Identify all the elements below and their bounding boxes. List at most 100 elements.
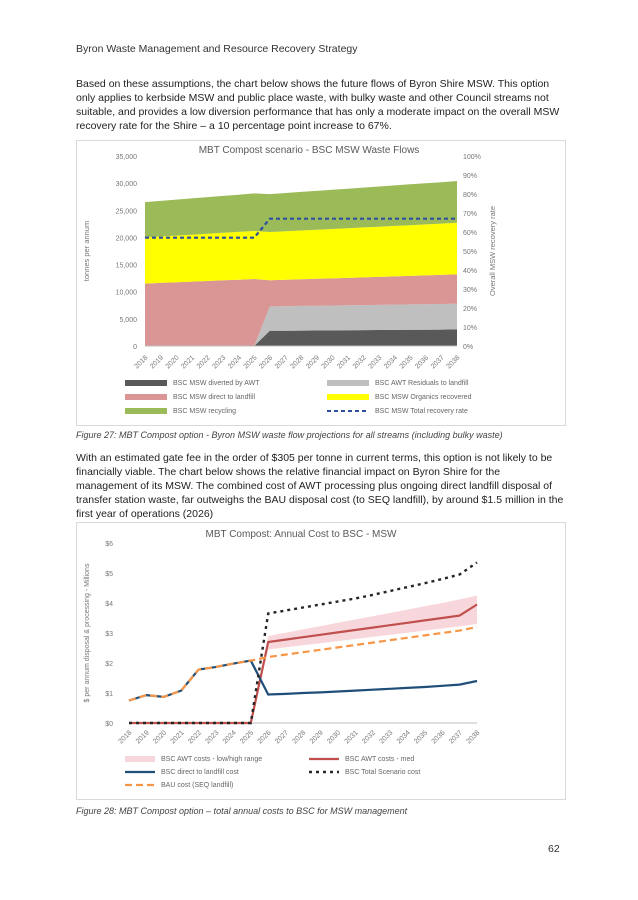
y2-tick-label: 70% <box>463 211 477 218</box>
legend-swatch <box>327 380 369 386</box>
x-tick-label: 2019 <box>149 354 165 370</box>
x-tick-label: 2035 <box>399 354 415 370</box>
annual-cost-chart-svg: MBT Compost: Annual Cost to BSC - MSW $0 $… <box>84 529 481 789</box>
x-tick-label: 2020 <box>165 354 181 370</box>
waste-flows-chart-svg: MBT Compost scenario - BSC MSW Waste Flo… <box>82 145 497 415</box>
x-tick-label: 2024 <box>222 729 238 745</box>
y-tick-label: $1 <box>105 691 113 698</box>
x-tick-label: 2018 <box>117 729 133 745</box>
legend-swatch <box>125 756 155 762</box>
y-tick-label: 35,000 <box>116 154 138 161</box>
legend-label: BSC Total Scenario cost <box>345 769 420 776</box>
line-bau-cost-seq-landfill- <box>128 625 478 702</box>
x-tick-label: 2027 <box>274 354 290 370</box>
x-tick-label: 2024 <box>227 354 243 370</box>
x-tick-label: 2021 <box>180 354 196 370</box>
legend-swatch <box>125 408 167 414</box>
y-tick-label: 15,000 <box>116 263 138 270</box>
legend-label: BSC MSW recycling <box>173 408 236 415</box>
y2-tick-label: 50% <box>463 249 477 256</box>
x-tick-label: 2028 <box>291 729 307 745</box>
y-tick-label: 25,000 <box>116 208 138 215</box>
annual-cost-chart: MBT Compost: Annual Cost to BSC - MSW $0 $… <box>76 522 566 800</box>
y-tick-label: $3 <box>105 631 113 638</box>
legend-label: BSC direct to landfill cost <box>161 769 239 776</box>
y-tick-label: 5,000 <box>119 317 137 324</box>
figure-28-caption: Figure 28: MBT Compost option – total an… <box>76 806 408 816</box>
x-tick-label: 2035 <box>413 729 429 745</box>
intro-paragraph: Based on these assumptions, the chart be… <box>76 78 560 132</box>
y-tick-label: 10,000 <box>116 290 138 297</box>
x-tick-label: 2026 <box>257 729 273 745</box>
x-tick-label: 2029 <box>305 354 321 370</box>
x-tick-label: 2030 <box>321 354 337 370</box>
y-tick-label: $0 <box>105 721 113 728</box>
x-tick-label: 2038 <box>445 354 461 370</box>
cost-paragraph: With an estimated gate fee in the order … <box>76 452 564 520</box>
x-tick-label: 2033 <box>378 729 394 745</box>
y-tick-label: $2 <box>105 661 113 668</box>
legend-label: BSC AWT costs - low/high range <box>161 756 262 763</box>
x-tick-label: 2025 <box>243 354 259 370</box>
y2-tick-label: 20% <box>463 306 477 313</box>
waste-flows-chart: MBT Compost scenario - BSC MSW Waste Flo… <box>76 140 566 426</box>
x-tick-label: 2037 <box>430 354 446 370</box>
y-tick-label: 20,000 <box>116 235 138 242</box>
legend-label: BSC MSW diverted by AWT <box>173 380 260 387</box>
line-recovery-rate <box>145 217 457 239</box>
x-tick-label: 2027 <box>274 729 290 745</box>
y2-tick-label: 100% <box>463 154 481 161</box>
figure-27-caption: Figure 27: MBT Compost option - Byron MS… <box>76 430 503 440</box>
x-tick-label: 2026 <box>258 354 274 370</box>
legend-label: BSC MSW Organics recovered <box>375 394 472 401</box>
y2-tick-label: 10% <box>463 325 477 332</box>
y-tick-label: $5 <box>105 571 113 578</box>
y2-tick-label: 90% <box>463 173 477 180</box>
y2-tick-label: 60% <box>463 230 477 237</box>
line-bsc-total-scenario-cost <box>129 561 478 725</box>
x-tick-label: 2032 <box>352 354 368 370</box>
legend-label: BSC MSW Total recovery rate <box>375 408 468 415</box>
y-tick-label: $6 <box>105 541 113 548</box>
x-tick-label: 2031 <box>344 729 360 745</box>
line-bsc-direct-to-landfill-cost <box>128 659 478 702</box>
x-tick-label: 2022 <box>196 354 212 370</box>
x-tick-label: 2020 <box>152 729 168 745</box>
x-tick-label: 2036 <box>414 354 430 370</box>
legend-swatch <box>125 380 167 386</box>
x-tick-label: 2025 <box>239 729 255 745</box>
area-bsc-msw-recycling <box>145 181 457 238</box>
y-axis-label: tonnes per annum <box>82 221 91 281</box>
x-tick-label: 2021 <box>170 729 186 745</box>
page-number: 62 <box>548 843 560 855</box>
area-bsc-msw-direct-to-landfill <box>145 274 457 346</box>
x-tick-label: 2019 <box>135 729 151 745</box>
x-tick-label: 2032 <box>361 729 377 745</box>
x-tick-label: 2018 <box>133 354 149 370</box>
legend-label: BSC AWT Residuals to landfill <box>375 380 469 387</box>
y-axis-label: $ per annum disposal & processing - Mill… <box>84 563 91 702</box>
x-tick-label: 2037 <box>448 729 464 745</box>
x-tick-label: 2036 <box>431 729 447 745</box>
x-tick-label: 2034 <box>396 729 412 745</box>
x-tick-label: 2023 <box>204 729 220 745</box>
legend-label: BSC MSW direct to landfill <box>173 394 256 401</box>
x-tick-label: 2029 <box>309 729 325 745</box>
legend-swatch <box>327 394 369 400</box>
y-tick-label: 30,000 <box>116 181 138 188</box>
y2-axis-label: Overall MSW recovery rate <box>488 206 497 296</box>
y-tick-label: 0 <box>133 344 137 351</box>
x-tick-label: 2023 <box>211 354 227 370</box>
x-tick-label: 2030 <box>326 729 342 745</box>
y2-tick-label: 30% <box>463 287 477 294</box>
x-tick-label: 2034 <box>383 354 399 370</box>
legend-label: BSC AWT costs - med <box>345 756 414 763</box>
y2-tick-label: 80% <box>463 192 477 199</box>
x-tick-label: 2038 <box>465 729 481 745</box>
x-tick-label: 2033 <box>367 354 383 370</box>
chart-title: MBT Compost scenario - BSC MSW Waste Flo… <box>199 145 420 156</box>
legend-swatch <box>125 394 167 400</box>
y-tick-label: $4 <box>105 601 113 608</box>
document-header: Byron Waste Management and Resource Reco… <box>76 43 358 55</box>
y2-tick-label: 0% <box>463 344 473 351</box>
